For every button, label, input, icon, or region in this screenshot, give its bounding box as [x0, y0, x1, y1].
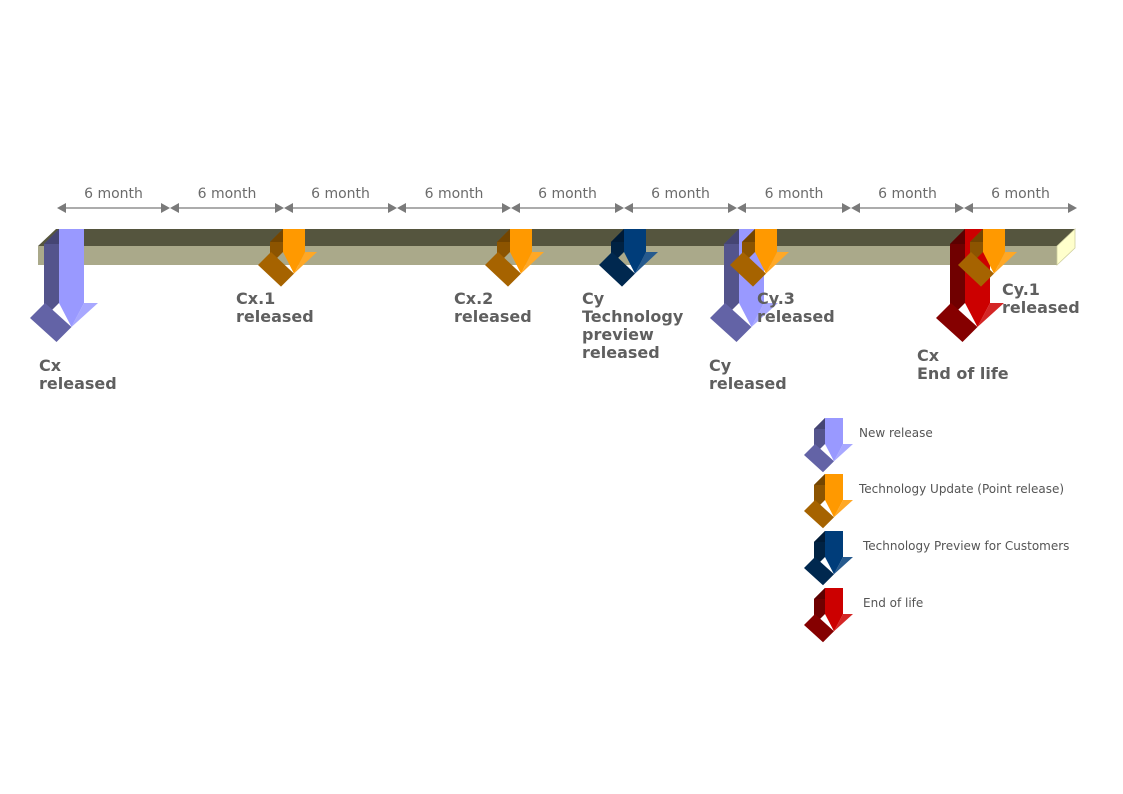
interval-label: 6 month	[538, 186, 597, 202]
event-label: Cy.3 released	[757, 290, 835, 326]
event-label: Cy Technology preview released	[582, 290, 683, 362]
event-label-line: Cy.1	[1002, 280, 1040, 299]
event-label-line: Cy	[709, 356, 732, 375]
arrow-down-icon	[804, 418, 853, 473]
event-label-line: released	[709, 374, 787, 393]
event-label-line: released	[582, 343, 660, 362]
event-label: Cx released	[39, 357, 117, 393]
event-label-line: Cx	[917, 346, 940, 365]
event-label: Cy released	[709, 357, 787, 393]
arrow-down-icon	[730, 229, 789, 287]
interval-label: 6 month	[651, 186, 710, 202]
event-label-line: Cy	[582, 289, 605, 308]
event-label-line: Cy.3	[757, 289, 795, 308]
interval-arrowhead	[170, 203, 179, 213]
event-label-line: Cx	[39, 356, 62, 375]
interval-arrows	[57, 203, 1077, 213]
interval-arrowhead	[737, 203, 746, 213]
interval-arrowhead	[502, 203, 511, 213]
event-label: Cx.1 released	[236, 290, 314, 326]
arrow-down-icon	[599, 229, 658, 287]
interval-arrowhead	[624, 203, 633, 213]
interval-arrowhead	[955, 203, 964, 213]
interval-arrowhead	[1068, 203, 1077, 213]
interval-label: 6 month	[84, 186, 143, 202]
interval-arrowhead	[388, 203, 397, 213]
interval-label: 6 month	[424, 186, 484, 202]
interval-label: 6 month	[197, 186, 257, 202]
interval-label: 6 month	[311, 186, 370, 202]
interval-arrowhead	[851, 203, 860, 213]
event-label-line: Cx.1	[236, 289, 276, 308]
interval-arrowhead	[615, 203, 624, 213]
event-label: Cx.2 released	[454, 290, 532, 326]
interval-arrowhead	[161, 203, 170, 213]
interval-arrowhead	[284, 203, 293, 213]
arrow-down-icon	[958, 229, 1017, 287]
event-label-line: released	[236, 307, 314, 326]
legend-label: New release	[859, 426, 933, 440]
interval-arrowhead	[728, 203, 737, 213]
legend-label: Technology Update (Point release)	[859, 482, 1065, 496]
interval-arrowhead	[964, 203, 973, 213]
interval-label: 6 month	[991, 186, 1050, 202]
arrow-down-icon	[485, 229, 544, 287]
event-label-line: released	[454, 307, 532, 326]
event-label-line: End of life	[917, 364, 1009, 383]
arrow-down-icon	[804, 474, 853, 529]
interval-label: 6 month	[878, 186, 937, 202]
arrow-down-icon	[258, 229, 317, 287]
arrow-down-icon	[804, 588, 853, 643]
event-label-line: Technology	[582, 307, 684, 326]
event-label-line: Cx.2	[454, 289, 494, 308]
arrow-down-icon	[30, 229, 98, 342]
event-label-line: released	[1002, 298, 1080, 317]
interval-arrowhead	[842, 203, 851, 213]
event-label: Cy.1 released	[1002, 281, 1080, 317]
legend-label: Technology Preview for Customers	[863, 539, 1070, 553]
interval-arrowhead	[511, 203, 520, 213]
interval-arrowhead	[275, 203, 284, 213]
event-label: Cx End of life	[917, 347, 1009, 383]
interval-arrowhead	[57, 203, 66, 213]
interval-arrowhead	[397, 203, 406, 213]
event-label-line: released	[757, 307, 835, 326]
event-label-line: released	[39, 374, 117, 393]
interval-label: 6 month	[764, 186, 824, 202]
legend-label: End of life	[863, 596, 924, 610]
timeline-bar	[38, 228, 1076, 266]
arrow-down-icon	[804, 531, 853, 586]
event-label-line: preview	[582, 325, 654, 344]
